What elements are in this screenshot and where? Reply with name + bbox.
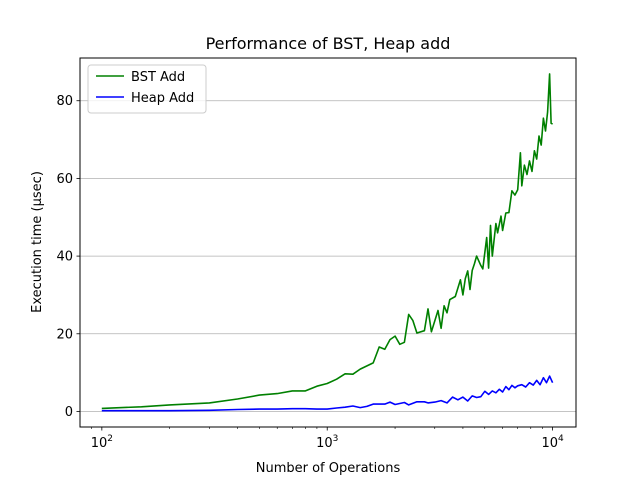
legend-box (87, 64, 207, 114)
y-tick-label: 0 (65, 405, 73, 420)
legend-bst-add-label: BST Add (131, 70, 185, 85)
legend: BST Add Heap Add (87, 64, 207, 114)
x-tick-label: 102 (91, 434, 113, 451)
x-tick-exponent: 3 (333, 434, 339, 444)
y-axis-label: Execution time (µsec) (30, 171, 45, 313)
x-tick-exponent: 4 (558, 434, 564, 444)
x-tick-base: 10 (91, 436, 108, 451)
plot-frame (79, 57, 577, 428)
x-axis-label: Number of Operations (256, 461, 401, 476)
series-lines (101, 73, 554, 412)
y-tick-label: 40 (56, 250, 73, 265)
x-tick-base: 10 (316, 436, 333, 451)
x-axis: 102 103 104 (91, 427, 564, 451)
series-line-bst-add (101, 73, 553, 410)
chart-title: Performance of BST, Heap add (206, 34, 451, 53)
legend-heap-add-label: Heap Add (131, 91, 194, 106)
y-axis: 0 20 40 60 80 (56, 94, 80, 420)
x-tick-label: 104 (541, 434, 564, 451)
x-tick-base: 10 (541, 436, 558, 451)
x-tick-exponent: 2 (107, 434, 113, 444)
y-tick-label: 60 (56, 172, 73, 187)
series-line-heap-add (101, 375, 554, 412)
x-tick-label: 103 (316, 434, 338, 451)
y-tick-label: 80 (56, 94, 73, 109)
y-tick-label: 20 (56, 327, 73, 342)
